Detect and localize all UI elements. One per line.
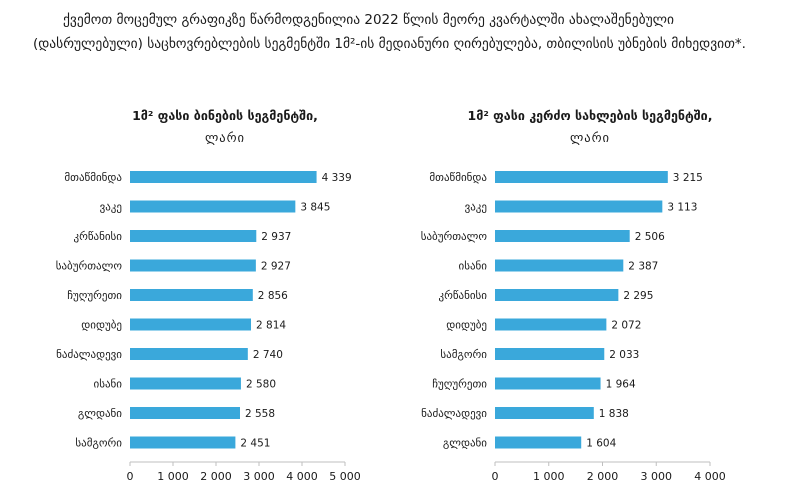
apartments-x-tick-label-1: 1 000 xyxy=(157,470,189,483)
apartments-category-label-4: ჩუღურეთი xyxy=(67,289,122,302)
apartments-value-label-9: 2 451 xyxy=(240,438,270,450)
apartments-value-label-7: 2 580 xyxy=(246,379,276,391)
apartments-bar-7 xyxy=(130,377,241,390)
houses-value-label-5: 2 072 xyxy=(611,320,641,332)
apartments-value-label-6: 2 740 xyxy=(253,349,283,361)
houses-category-label-6: სამგორი xyxy=(440,348,487,361)
houses-category-label-2: საბურთალო xyxy=(421,230,488,243)
apartments-value-label-8: 2 558 xyxy=(245,408,275,420)
houses-value-label-0: 3 215 xyxy=(673,172,703,184)
houses-bar-1 xyxy=(495,200,663,213)
chart-title-apartments-line1: 1მ² ფასი ბინების სეგმენტში, xyxy=(132,108,318,123)
apartments-bar-3 xyxy=(130,259,256,272)
houses-category-label-4: კრწანისი xyxy=(438,289,487,302)
apartments-bar-2 xyxy=(130,230,257,242)
apartments-value-label-2: 2 937 xyxy=(261,231,291,243)
apartments-value-label-1: 3 845 xyxy=(300,202,330,214)
houses-category-label-1: ვაკე xyxy=(465,201,487,214)
houses-value-label-4: 2 295 xyxy=(623,290,653,302)
apartments-bar-chart: მთაწმინდა 4 339 ვაკე 3 845 კრწანისი 2 937 საბუ… xyxy=(56,171,361,483)
houses-category-label-7: ჩუღურეთი xyxy=(432,378,487,391)
houses-bar-6 xyxy=(495,348,605,360)
houses-bar-0 xyxy=(495,171,668,183)
houses-x-tick-label-3: 3 000 xyxy=(641,470,673,483)
houses-x-tick-label-4: 4 000 xyxy=(694,470,726,483)
apartments-x-tick-label-3: 3 000 xyxy=(243,470,275,483)
houses-category-label-5: დიდუბე xyxy=(446,319,487,332)
apartments-category-label-6: ნაძალადევი xyxy=(56,348,122,361)
apartments-category-label-3: საბურთალო xyxy=(56,260,123,273)
chart-title-houses: 1მ² ფასი კერძო სახლების სეგმენტში, ლარი xyxy=(440,105,740,149)
apartments-category-label-2: კრწანისი xyxy=(73,230,122,243)
apartments-bar-5 xyxy=(130,318,252,331)
houses-category-label-3: ისანი xyxy=(459,260,488,273)
houses-category-label-8: ნაძალადევი xyxy=(421,407,487,420)
houses-bar-2 xyxy=(495,230,630,242)
houses-bar-4 xyxy=(495,289,619,301)
apartments-category-label-8: გლდანი xyxy=(78,407,122,420)
houses-value-label-1: 3 113 xyxy=(667,202,697,214)
apartments-x-tick-label-2: 2 000 xyxy=(200,470,232,483)
apartments-bar-0 xyxy=(130,171,317,183)
apartments-bar-8 xyxy=(130,407,240,419)
apartments-value-label-4: 2 856 xyxy=(258,290,288,302)
apartments-x-tick-label-5: 5 000 xyxy=(329,470,361,483)
intro-paragraph: ქვემოთ მოცემულ გრაფიკზე წარმოდგენილია 20… xyxy=(33,12,746,52)
chart-title-houses-line2: ლარი xyxy=(569,130,611,145)
chart-title-apartments: 1მ² ფასი ბინების სეგმენტში, ლარი xyxy=(60,105,390,149)
apartments-category-label-7: ისანი xyxy=(94,378,123,391)
apartments-bar-6 xyxy=(130,348,248,360)
houses-value-label-8: 1 838 xyxy=(599,408,629,420)
houses-category-label-0: მთაწმინდა xyxy=(429,171,487,184)
houses-value-label-9: 1 604 xyxy=(586,438,616,450)
houses-bar-3 xyxy=(495,259,624,272)
houses-value-label-3: 2 387 xyxy=(628,261,658,273)
houses-bar-5 xyxy=(495,318,607,331)
houses-bar-chart: მთაწმინდა 3 215 ვაკე 3 113 საბურთალო 2 506 ისა… xyxy=(421,171,726,483)
apartments-bar-1 xyxy=(130,200,296,213)
chart-title-houses-line1: 1მ² ფასი კერძო სახლების სეგმენტში, xyxy=(467,108,713,123)
houses-x-tick-label-1: 1 000 xyxy=(533,470,565,483)
apartments-bar-4 xyxy=(130,289,253,301)
chart-title-apartments-line2: ლარი xyxy=(204,130,246,145)
apartments-bar-9 xyxy=(130,436,236,449)
houses-value-label-2: 2 506 xyxy=(635,231,665,243)
apartments-x-tick-label-0: 0 xyxy=(127,470,134,483)
houses-x-tick-label-2: 2 000 xyxy=(587,470,619,483)
apartments-value-label-3: 2 927 xyxy=(261,261,291,273)
apartments-category-label-0: მთაწმინდა xyxy=(64,171,122,184)
apartments-category-label-5: დიდუბე xyxy=(81,319,122,332)
apartments-category-label-9: სამგორი xyxy=(75,437,122,450)
apartments-category-label-1: ვაკე xyxy=(100,201,122,214)
houses-category-label-9: გლდანი xyxy=(443,437,487,450)
apartments-x-tick-label-4: 4 000 xyxy=(286,470,318,483)
houses-bar-9 xyxy=(495,436,582,449)
houses-x-tick-label-0: 0 xyxy=(492,470,499,483)
apartments-value-label-5: 2 814 xyxy=(256,320,286,332)
apartments-value-label-0: 4 339 xyxy=(322,172,352,184)
houses-bar-8 xyxy=(495,407,594,419)
houses-value-label-7: 1 964 xyxy=(606,379,636,391)
houses-value-label-6: 2 033 xyxy=(609,349,639,361)
houses-bar-7 xyxy=(495,377,601,390)
